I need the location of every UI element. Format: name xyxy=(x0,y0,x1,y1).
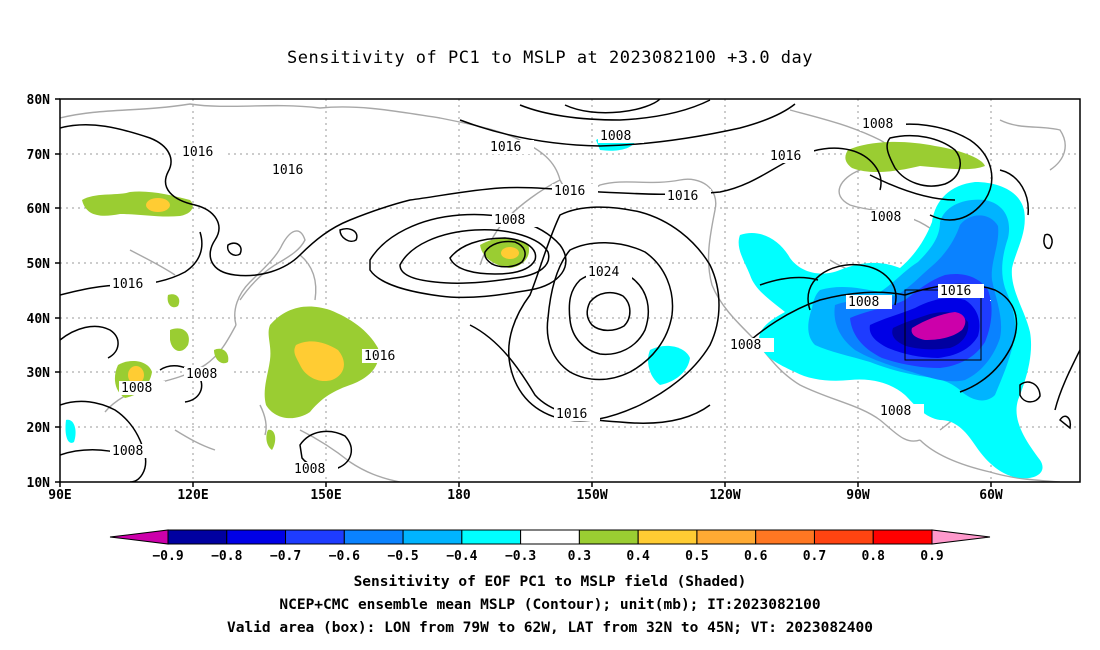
colorbar-tick-label: 0.4 xyxy=(626,549,650,564)
contour-label: 1016 xyxy=(554,184,585,199)
contour-label: 1016 xyxy=(112,277,143,292)
colorbar-tick-label: −0.5 xyxy=(387,549,418,564)
colorbar-swatch xyxy=(285,529,345,545)
lon-label: 150W xyxy=(576,488,607,503)
colorbar-tick-label: 0.6 xyxy=(744,549,768,564)
colorbar-swatch xyxy=(578,529,639,545)
contour-label: 1008 xyxy=(870,210,901,225)
contour-label: 1016 xyxy=(940,284,971,299)
contour-label: 1016 xyxy=(490,140,521,155)
contour-label: 1016 xyxy=(667,189,698,204)
colorbar-labels: −0.9 −0.8 −0.7 −0.6 −0.5 −0.4 −0.3 0.3 0.4 0.5 0.6… xyxy=(152,549,943,564)
colorbar-tick-label: 0.7 xyxy=(803,549,826,564)
colorbar-swatch xyxy=(461,529,522,545)
positive-sensitivity-shading xyxy=(82,141,985,450)
colorbar-tick-label: 0.3 xyxy=(568,549,591,564)
colorbar-tick-label: 0.9 xyxy=(920,549,943,564)
map-border xyxy=(59,98,1081,483)
colorbar-tick-label: −0.7 xyxy=(270,549,301,564)
axis-ticks xyxy=(55,98,992,487)
contour-labels: 1008 1016 1016 1008 1016 1016 1008 1016 … xyxy=(110,117,991,477)
colorbar-swatch xyxy=(872,529,933,545)
contour-label: 1008 xyxy=(880,404,911,419)
caption-line-1: Sensitivity of EOF PC1 to MSLP field (Sh… xyxy=(353,574,747,590)
contour-label: 1008 xyxy=(186,367,217,382)
caption-line-3: Valid area (box): LON from 79W to 62W, L… xyxy=(226,620,873,636)
colorbar-swatch xyxy=(637,529,698,545)
lon-label: 90E xyxy=(48,488,71,503)
contour-label: 1016 xyxy=(364,349,395,364)
contour-label: 1008 xyxy=(121,381,152,396)
lat-label: 40N xyxy=(27,312,51,327)
lat-label: 20N xyxy=(27,421,51,436)
caption-line-2: NCEP+CMC ensemble mean MSLP (Contour); u… xyxy=(279,597,821,613)
contour-label: 1016 xyxy=(272,163,303,178)
lat-label: 30N xyxy=(27,366,51,381)
lon-label: 120E xyxy=(177,488,208,503)
colorbar-swatch xyxy=(813,529,874,545)
lon-label: 180 xyxy=(447,488,471,503)
contour-label: 1008 xyxy=(730,338,761,353)
colorbar-tick-label: −0.9 xyxy=(152,549,183,564)
contour-label: 1008 xyxy=(600,129,631,144)
colorbar-tick-label: 0.5 xyxy=(685,549,708,564)
colorbar-swatch xyxy=(343,529,404,545)
lon-label: 120W xyxy=(709,488,740,503)
lon-label: 150E xyxy=(310,488,341,503)
lat-label: 80N xyxy=(27,93,51,108)
contour-label: 1008 xyxy=(862,117,893,132)
colorbar-swatch xyxy=(696,529,757,545)
lat-label: 70N xyxy=(27,148,51,163)
latitude-labels: 80N 70N 60N 50N 40N 30N 20N 10N xyxy=(27,93,51,491)
lat-label: 50N xyxy=(27,257,51,272)
contour-label: 1016 xyxy=(556,407,587,422)
colorbar xyxy=(109,529,991,545)
colorbar-end-high xyxy=(931,529,991,545)
lat-label: 10N xyxy=(27,476,51,491)
map-title: Sensitivity of PC1 to MSLP at 2023082100… xyxy=(286,48,813,68)
colorbar-tick-label: −0.8 xyxy=(211,549,242,564)
lon-label: 60W xyxy=(979,488,1003,503)
colorbar-swatch xyxy=(226,529,287,545)
colorbar-tick-label: −0.6 xyxy=(329,549,360,564)
contour-label: 1008 xyxy=(112,444,143,459)
colorbar-end-low xyxy=(109,529,169,545)
contour-label: 1008 xyxy=(494,213,525,228)
colorbar-tick-label: 0.8 xyxy=(861,549,885,564)
mslp-contours xyxy=(60,99,1080,482)
colorbar-swatch xyxy=(520,529,580,545)
contour-label: 1024 xyxy=(588,265,619,280)
colorbar-swatch xyxy=(755,529,815,545)
colorbar-swatch xyxy=(402,529,463,545)
colorbar-tick-label: −0.4 xyxy=(446,549,477,564)
colorbar-tick-label: −0.3 xyxy=(505,549,536,564)
contour-label: 1016 xyxy=(770,149,801,164)
contour-label: 1008 xyxy=(294,462,325,477)
negative-sensitivity-shading xyxy=(65,134,1043,479)
contour-label: 1016 xyxy=(182,145,213,160)
colorbar-swatch xyxy=(167,529,228,545)
contour-label: 1008 xyxy=(848,295,879,310)
longitude-labels: 90E 120E 150E 180 150W 120W 90W 60W xyxy=(48,488,1003,503)
lon-label: 90W xyxy=(846,488,870,503)
lat-label: 60N xyxy=(27,202,51,217)
